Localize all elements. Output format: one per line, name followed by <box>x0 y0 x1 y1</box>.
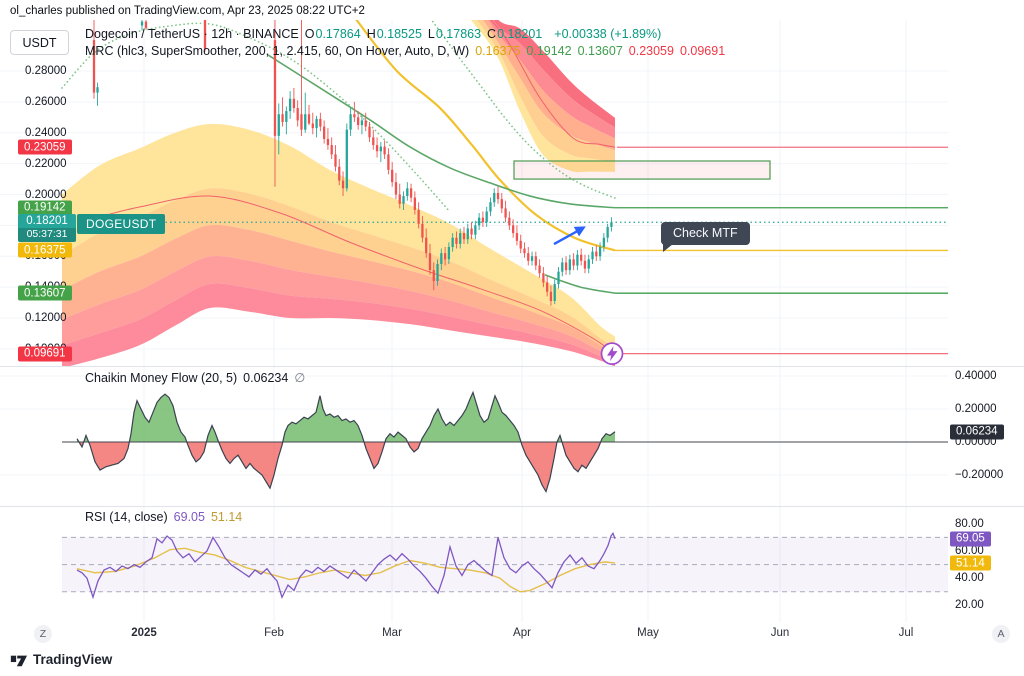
symbol-label-badge: DOGEUSDT <box>77 214 166 234</box>
rsi-legend-value: 69.05 <box>173 510 205 524</box>
scroll-right-button[interactable]: A <box>992 625 1010 643</box>
bar-countdown: 05:37:31 <box>18 228 76 242</box>
currency-toggle-button[interactable]: USDT <box>10 30 69 55</box>
last-price-value: 0.18201 <box>18 214 76 228</box>
tradingview-brand-text[interactable]: TradingView <box>33 652 113 667</box>
ohlc-values: O0.17864 H0.18525 L0.17863 C0.18201 <box>305 27 549 41</box>
symbol-title[interactable]: Dogecoin / TetherUS · 12h · BINANCE <box>85 27 299 41</box>
time-axis[interactable]: Z 2025 Feb Mar Apr May Jun Jul A <box>0 622 1024 646</box>
cmf-scale-label: −0.20000 <box>955 469 1004 481</box>
time-axis-label[interactable]: Jun <box>770 627 790 639</box>
rsi-scale-label: 20.00 <box>955 599 984 612</box>
main-legend[interactable]: Dogecoin / TetherUS · 12h · BINANCE O0.17… <box>85 27 667 41</box>
price-level-badge: 0.23059 <box>18 139 72 155</box>
mrc-level-value: 0.19142 <box>526 44 572 58</box>
change-value: +0.00338 (+1.89%) <box>554 27 662 41</box>
price-level-badge: 0.13607 <box>18 285 72 301</box>
mrc-level-value: 0.09691 <box>679 44 726 58</box>
time-axis-label[interactable]: May <box>637 627 659 639</box>
rsi-pane[interactable] <box>0 506 948 622</box>
published-header: ol_charles published on TradingView.com,… <box>10 5 365 17</box>
ohlc-key: L <box>427 27 435 41</box>
rsi-scale-label: 80.00 <box>955 517 984 530</box>
rsi-value-badge: 51.14 <box>950 555 991 571</box>
cmf-value-badge: 0.06234 <box>950 424 1004 440</box>
price-level-badge: 0.09691 <box>18 346 72 362</box>
mrc-level-value: 0.16375 <box>475 44 521 58</box>
price-level-badge: 0.16375 <box>18 242 72 258</box>
cmf-pane[interactable] <box>0 366 948 506</box>
price-level-badge: 0.19142 <box>18 200 72 216</box>
ohlc-value: 0.18525 <box>376 27 422 41</box>
cmf-scale-label: 0.20000 <box>955 403 997 415</box>
cmf-scale-label: 0.40000 <box>955 370 997 382</box>
ohlc-key: C <box>487 27 497 41</box>
price-scale-label: 0.20000 <box>25 188 67 201</box>
price-pane[interactable] <box>0 20 948 366</box>
price-scale-label: 0.22000 <box>25 157 67 170</box>
rsi-values: 69.05 51.14 <box>174 510 249 524</box>
mrc-level-value: 0.13607 <box>577 44 623 58</box>
ohlc-value: 0.17863 <box>435 27 482 41</box>
mrc-level-value: 0.23059 <box>628 44 674 58</box>
price-scale-label: 0.28000 <box>25 65 67 77</box>
rsi-legend-value: 51.14 <box>210 510 243 524</box>
cmf-title[interactable]: Chaikin Money Flow (20, 5) <box>85 371 238 385</box>
price-scale-label: 0.26000 <box>25 95 67 108</box>
rsi-legend[interactable]: RSI (14, close) 69.05 51.14 <box>85 510 254 524</box>
scroll-left-button[interactable]: Z <box>34 625 52 643</box>
mrc-legend[interactable]: MRC (hlc3, SuperSmoother, 200, 1, 2.415,… <box>85 44 737 58</box>
cmf-legend[interactable]: Chaikin Money Flow (20, 5) 0.06234 ∅ <box>85 370 311 385</box>
time-axis-label[interactable]: Apr <box>513 627 531 639</box>
ohlc-value: 0.18201 <box>497 27 543 41</box>
price-scale-label: 0.12000 <box>25 312 67 324</box>
mrc-values: 0.16375 0.19142 0.13607 0.23059 0.09691 <box>475 44 731 58</box>
tradingview-footer[interactable]: TradingView <box>10 651 112 668</box>
mrc-indicator-name[interactable]: MRC (hlc3, SuperSmoother, 200, 1, 2.415,… <box>85 44 470 58</box>
rsi-value-badge: 69.05 <box>950 531 991 547</box>
time-axis-label[interactable]: Jul <box>898 627 914 639</box>
ohlc-key: O <box>304 27 315 41</box>
rsi-scale-label: 60.00 <box>955 545 984 557</box>
ohlc-value: 0.17864 <box>315 27 361 41</box>
last-price-badge: 0.18201 05:37:31 <box>18 214 76 242</box>
pane-separator-1[interactable] <box>0 366 1024 367</box>
check-mtf-note[interactable]: Check MTF <box>661 222 750 252</box>
pane-separator-2[interactable] <box>0 506 1024 507</box>
cmf-value: 0.06234 <box>243 371 289 385</box>
time-axis-label[interactable]: Feb <box>264 627 284 639</box>
tradingview-logo-icon <box>10 655 27 667</box>
rsi-scale-label: 40.00 <box>955 572 984 585</box>
price-scale-label: 0.24000 <box>25 126 67 139</box>
rsi-title[interactable]: RSI (14, close) <box>85 510 168 524</box>
time-axis-label[interactable]: 2025 <box>131 627 157 639</box>
ohlc-key: H <box>366 27 376 41</box>
time-axis-label[interactable]: Mar <box>382 627 402 639</box>
average-icon[interactable]: ∅ <box>294 371 306 385</box>
